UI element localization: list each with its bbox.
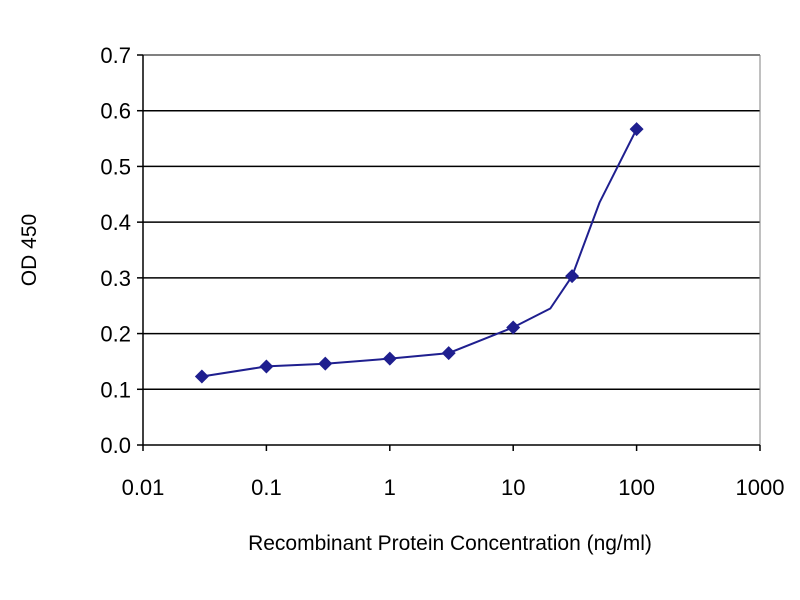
y-tick-label: 0.5 xyxy=(100,154,131,179)
y-tick-label: 0.7 xyxy=(100,43,131,68)
y-tick-label: 0.2 xyxy=(100,322,131,347)
x-tick-label: 10 xyxy=(501,475,525,500)
series-line xyxy=(201,128,638,378)
x-tick-label: 0.1 xyxy=(251,475,282,500)
data-points xyxy=(194,122,644,384)
plot-area xyxy=(143,55,760,445)
data-point xyxy=(441,346,456,361)
y-axis-title: OD 450 xyxy=(18,214,41,286)
x-tick-label: 100 xyxy=(618,475,655,500)
data-point xyxy=(506,320,521,335)
data-point xyxy=(259,359,274,374)
y-tick-label: 0.3 xyxy=(100,266,131,291)
data-point xyxy=(629,122,644,137)
y-tick-label: 0.6 xyxy=(100,99,131,124)
x-tick-label: 1 xyxy=(384,475,396,500)
y-tick-label: 0.4 xyxy=(100,210,131,235)
data-point xyxy=(565,269,580,284)
data-point xyxy=(318,356,333,371)
axes xyxy=(142,54,761,451)
series-line-group xyxy=(201,128,638,378)
x-axis-title: Recombinant Protein Concentration (ng/ml… xyxy=(248,532,652,555)
x-tick-label: 0.01 xyxy=(122,475,165,500)
y-tick-labels: 0.0 0.1 0.2 0.3 0.4 0.5 0.6 0.7 xyxy=(100,43,131,458)
y-tick-label: 0.0 xyxy=(100,433,131,458)
y-tick-label: 0.1 xyxy=(100,377,131,402)
data-point xyxy=(194,369,209,384)
data-point xyxy=(382,351,397,366)
x-tick-label: 1000 xyxy=(736,475,785,500)
x-tick-labels: 0.01 0.1 1 10 100 1000 xyxy=(122,475,785,500)
